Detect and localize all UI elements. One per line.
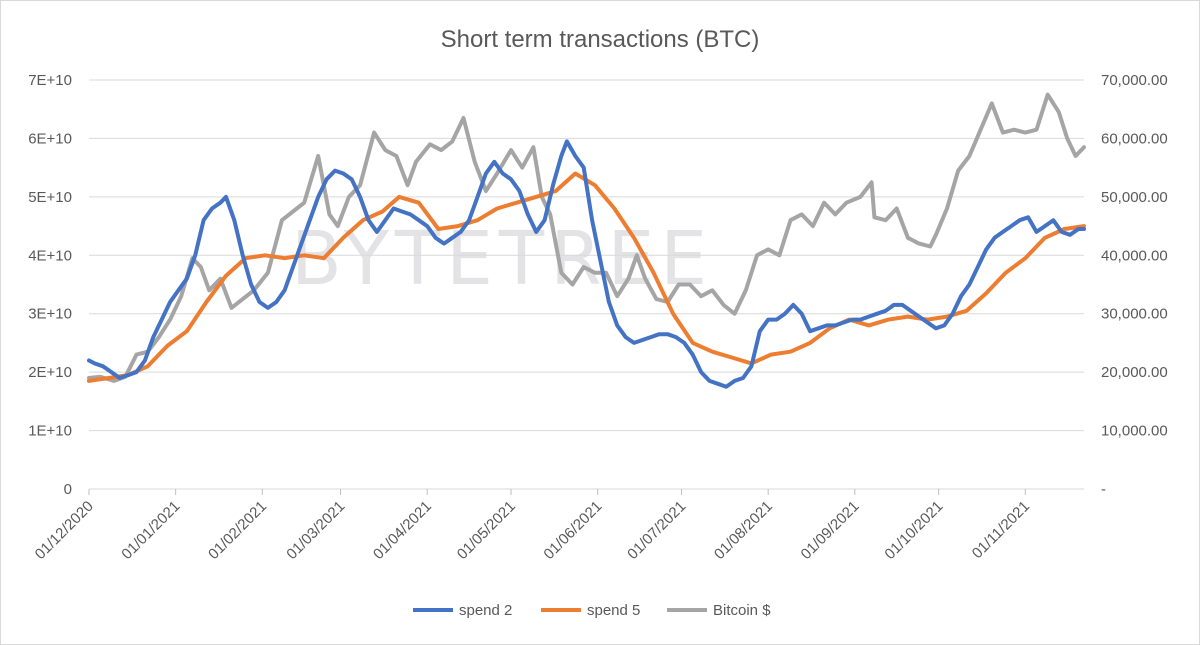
y-left-tick-label: 7E+10 <box>28 72 72 89</box>
x-tick-label: 01/08/2021 <box>711 498 776 563</box>
y-right-tick-label: 30,000.00 <box>1101 306 1168 323</box>
y-right-tick-label: - <box>1101 481 1106 498</box>
y-left-tick-label: 4E+10 <box>28 247 72 264</box>
legend-label: Bitcoin $ <box>713 602 771 619</box>
series-line-spend-2 <box>87 139 1086 389</box>
y-left-tick-label: 2E+10 <box>28 364 72 381</box>
y-right-tick-label: 20,000.00 <box>1101 364 1168 381</box>
y-axis-left: 0 1E+10 2E+10 3E+10 4E+10 5E+10 6E+10 7E+10 <box>28 72 72 498</box>
x-tick-label: 01/11/2021 <box>969 498 1033 562</box>
chart-title: Short term transactions (BTC) <box>441 26 760 53</box>
x-tick-label: 01/05/2021 <box>454 498 519 563</box>
y-axis-right: - 10,000.00 20,000.00 30,000.00 40,000.00 50,… <box>1101 72 1168 498</box>
x-tick-label: 01/01/2021 <box>118 498 183 563</box>
x-tick-label: 01/06/2021 <box>540 498 605 563</box>
x-tick-label: 01/12/2020 <box>32 498 97 563</box>
legend-label: spend 5 <box>587 602 640 619</box>
y-right-tick-label: 70,000.00 <box>1101 72 1168 89</box>
x-tick-label: 01/02/2021 <box>205 498 270 563</box>
y-right-tick-label: 50,000.00 <box>1101 189 1168 206</box>
y-left-tick-label: 5E+10 <box>28 189 72 206</box>
legend-label: spend 2 <box>459 602 512 619</box>
series-line-bitcoin <box>87 92 1086 383</box>
y-right-tick-label: 40,000.00 <box>1101 247 1168 264</box>
y-right-tick-label: 10,000.00 <box>1101 423 1168 440</box>
x-tick-label: 01/10/2021 <box>881 498 946 563</box>
y-left-tick-label: 3E+10 <box>28 306 72 323</box>
x-tick-label: 01/09/2021 <box>798 498 863 563</box>
x-axis: 01/12/2020 01/01/2021 01/02/2021 01/03/2021… <box>32 488 1084 563</box>
series-lines <box>87 92 1086 389</box>
y-left-tick-label: 1E+10 <box>28 423 72 440</box>
gridlines <box>89 79 1084 432</box>
legend: spend 2 spend 5 Bitcoin $ <box>413 602 771 619</box>
x-tick-label: 01/03/2021 <box>283 498 348 563</box>
y-right-tick-label: 60,000.00 <box>1101 130 1168 147</box>
y-left-tick-label: 0 <box>64 481 72 498</box>
y-left-tick-label: 6E+10 <box>28 130 72 147</box>
x-tick-label: 01/04/2021 <box>370 498 435 563</box>
x-tick-label: 01/07/2021 <box>624 498 689 563</box>
